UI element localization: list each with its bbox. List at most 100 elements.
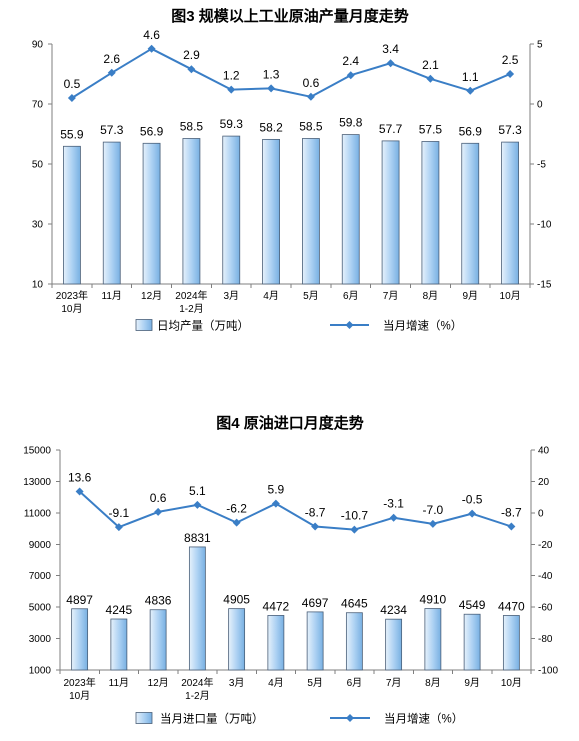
y-left-tick-label: 7000 xyxy=(29,571,52,582)
x-tick-label: 7月 xyxy=(383,290,399,302)
x-tick-label-line: 5月 xyxy=(307,677,323,689)
bar-value-label: 57.3 xyxy=(100,123,124,137)
x-tick-label-line: 3月 xyxy=(229,677,245,689)
line-value-label: 1.1 xyxy=(462,70,479,84)
y-left-tick-label: 70 xyxy=(32,100,44,111)
bar-value-label: 4470 xyxy=(498,599,525,613)
legend-bar-swatch xyxy=(135,712,153,724)
legend-label-growth-rate: 当月增速（%） xyxy=(383,319,462,333)
x-tick-label-line: 11月 xyxy=(102,290,122,302)
bar-value-label: 58.2 xyxy=(259,120,283,134)
line-point xyxy=(154,507,163,516)
legend-label-import-volume: 当月进口量（万吨） xyxy=(160,712,264,726)
line-value-label: -6.2 xyxy=(226,502,247,516)
bar-value-label: 58.5 xyxy=(180,120,204,134)
line-point xyxy=(466,86,475,95)
x-tick-label: 2023年 10月 xyxy=(56,289,88,315)
bar-value-label: 8831 xyxy=(184,531,211,545)
bar xyxy=(63,145,81,285)
x-tick-label-line: 1-2月 xyxy=(185,690,209,702)
line-value-label: 2.4 xyxy=(342,54,359,68)
bar xyxy=(501,141,519,285)
y-right-tick-label: -20 xyxy=(538,540,553,551)
x-tick-label-line: 4月 xyxy=(268,677,284,689)
bar-value-label: 4905 xyxy=(223,593,250,607)
bar-value-label: 4897 xyxy=(66,593,93,607)
line-value-label: 3.4 xyxy=(382,42,399,56)
bar xyxy=(421,141,440,285)
y-left-tick-label: 1000 xyxy=(29,666,52,677)
line-value-label: 1.2 xyxy=(223,69,240,83)
x-tick-label-line: 10月 xyxy=(501,677,522,689)
bar xyxy=(306,611,324,671)
bar-value-label: 4472 xyxy=(263,599,290,613)
line-value-label: 5.1 xyxy=(189,484,206,498)
x-tick-label: 11月 xyxy=(109,677,129,689)
legend: 当月进口量（万吨） 当月增速（%） xyxy=(135,712,463,726)
x-tick-label: 6月 xyxy=(347,677,363,689)
bar xyxy=(262,138,280,285)
x-tick-label: 2023年 10月 xyxy=(64,676,96,702)
y-left-tick-label: 50 xyxy=(32,160,44,171)
line-point xyxy=(232,518,241,527)
y-left-tick-label: 9000 xyxy=(29,540,52,551)
line-value-label: 1.3 xyxy=(263,67,280,81)
y-right-tick-label: 5 xyxy=(537,40,543,51)
x-tick-label-line: 9月 xyxy=(462,290,478,302)
line-point xyxy=(506,70,515,78)
line-point xyxy=(426,74,435,83)
y-right-tick-label: 40 xyxy=(538,446,550,457)
y-left-tick-label: 5000 xyxy=(29,603,52,614)
bar-value-label: 56.9 xyxy=(140,124,164,138)
y-right-tick-label: -60 xyxy=(538,603,553,614)
x-tick-label-line: 5月 xyxy=(303,290,319,302)
legend-label-daily-output: 日均产量（万吨） xyxy=(157,319,249,333)
bar xyxy=(267,615,285,671)
line-point xyxy=(271,499,280,508)
x-tick-label-line: 4月 xyxy=(263,290,279,302)
x-tick-label-line: 2024年 xyxy=(175,289,207,302)
bar-value-label: 4645 xyxy=(341,597,368,611)
x-tick-label-line: 7月 xyxy=(383,290,399,302)
y-right-tick-label: -100 xyxy=(538,666,558,677)
line-value-label: 2.1 xyxy=(422,58,439,72)
bar-value-label: 4234 xyxy=(380,603,407,617)
line-point xyxy=(75,487,84,496)
line-point xyxy=(193,500,202,509)
bar xyxy=(502,615,520,671)
line-point xyxy=(311,522,320,531)
line-point xyxy=(386,59,395,68)
x-tick-label-line: 2024年 xyxy=(181,676,213,689)
chart-title: 图4 原油进口月度走势 xyxy=(216,414,364,432)
bar xyxy=(142,142,161,285)
plot-area: 1000 3000 5000 7000 9000 11000 13000 15000 -100 -… xyxy=(23,446,558,703)
y-left-tick-label: 13000 xyxy=(23,477,51,488)
bar-value-label: 59.8 xyxy=(339,116,363,130)
bar xyxy=(222,135,241,285)
line-point xyxy=(306,92,315,101)
x-tick-label: 10月 xyxy=(500,290,521,302)
crude-oil-import-chart: 图4 原油进口月度走势 1000 3000 5000 7000 9000 11000 130… xyxy=(23,414,558,726)
line-point xyxy=(507,522,516,531)
x-tick-label: 9月 xyxy=(464,677,480,689)
x-tick-label: 10月 xyxy=(501,677,522,689)
x-tick-label-line: 6月 xyxy=(347,677,363,689)
line-value-label: -0.5 xyxy=(462,493,483,507)
bar-value-label: 56.9 xyxy=(459,124,483,138)
bar-value-label: 57.7 xyxy=(379,122,403,136)
line-value-label: 0.6 xyxy=(150,491,167,505)
bar-value-label: 55.9 xyxy=(60,127,84,141)
bar xyxy=(188,546,206,671)
line-point xyxy=(147,44,156,53)
bar-value-label: 4910 xyxy=(420,593,447,607)
y-right-tick-label: 0 xyxy=(538,508,544,519)
x-tick-label: 3月 xyxy=(229,677,245,689)
x-tick-label-line: 8月 xyxy=(423,290,439,302)
line-point xyxy=(187,65,196,74)
chart-title: 图3 规模以上工业原油产量月度走势 xyxy=(171,7,409,25)
bar xyxy=(461,142,480,285)
bar xyxy=(381,140,400,285)
line-value-label: 2.6 xyxy=(103,52,120,66)
line-point xyxy=(114,523,123,532)
